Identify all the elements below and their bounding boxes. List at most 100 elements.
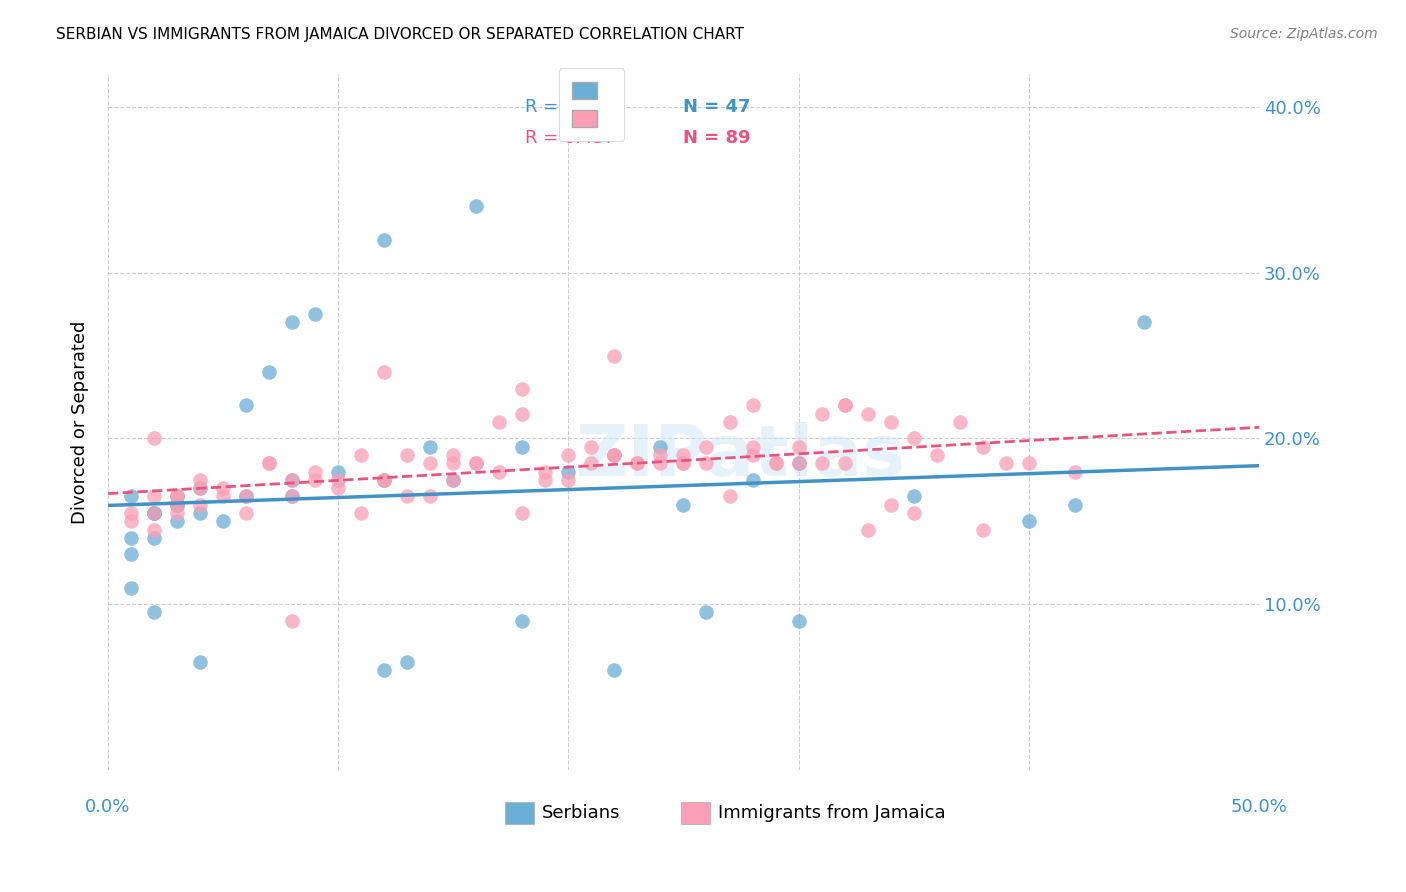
Point (441, 473, 464, 487)
Point (856, 407, 879, 421)
Point (465, 456, 488, 470)
Point (120, 490, 142, 504)
Point (212, 514, 235, 528)
Point (672, 456, 695, 470)
Point (1018, 456, 1040, 470)
Point (512, 440, 534, 454)
Point (235, 490, 257, 504)
Point (626, 456, 648, 470)
Point (810, 407, 832, 421)
Point (235, 506, 257, 520)
Point (143, 506, 166, 520)
Point (603, 448, 626, 462)
Legend: , : , (560, 69, 624, 141)
Point (879, 498, 901, 512)
Point (143, 506, 166, 520)
Point (188, 506, 211, 520)
Point (925, 448, 948, 462)
Point (441, 456, 464, 470)
Point (557, 448, 579, 462)
Text: Immigrants from Jamaica: Immigrants from Jamaica (718, 804, 946, 822)
Text: 50.0%: 50.0% (1230, 797, 1288, 816)
Point (257, 365, 280, 379)
Point (373, 365, 395, 379)
Point (350, 448, 373, 462)
Point (903, 432, 925, 446)
Point (650, 456, 672, 470)
Point (281, 490, 304, 504)
Point (396, 448, 419, 462)
Point (120, 514, 142, 528)
Text: R = 0.437: R = 0.437 (524, 129, 616, 147)
Point (810, 456, 832, 470)
Point (557, 465, 579, 479)
Point (765, 456, 787, 470)
Point (695, 606, 717, 620)
Point (557, 473, 579, 487)
Point (1063, 498, 1085, 512)
Point (441, 473, 464, 487)
Point (834, 398, 856, 412)
Text: 0.0%: 0.0% (86, 797, 131, 816)
Point (257, 456, 280, 470)
Point (350, 506, 373, 520)
Point (396, 490, 419, 504)
Text: N = 47: N = 47 (683, 97, 751, 116)
Text: SERBIAN VS IMMIGRANTS FROM JAMAICA DIVORCED OR SEPARATED CORRELATION CHART: SERBIAN VS IMMIGRANTS FROM JAMAICA DIVOR… (56, 27, 744, 42)
Point (396, 655, 419, 669)
Point (328, 465, 350, 479)
Point (143, 432, 166, 446)
Point (672, 448, 695, 462)
Point (512, 506, 534, 520)
Text: ZIPatlas: ZIPatlas (576, 422, 905, 491)
Point (328, 473, 350, 487)
Point (695, 456, 717, 470)
Point (787, 456, 810, 470)
Text: N = 89: N = 89 (683, 129, 751, 147)
Point (419, 490, 441, 504)
Point (120, 506, 142, 520)
Point (465, 456, 488, 470)
Point (741, 398, 763, 412)
Text: Serbians: Serbians (541, 804, 620, 822)
Point (281, 473, 304, 487)
Point (787, 456, 810, 470)
Point (120, 548, 142, 562)
Point (166, 490, 188, 504)
Point (626, 456, 648, 470)
Point (972, 440, 994, 454)
Point (166, 490, 188, 504)
Point (212, 490, 235, 504)
Point (1018, 514, 1040, 528)
Point (650, 448, 672, 462)
Point (787, 614, 810, 628)
Point (488, 415, 510, 429)
Point (143, 506, 166, 520)
Point (581, 456, 603, 470)
Point (235, 490, 257, 504)
Point (512, 382, 534, 396)
Point (373, 473, 395, 487)
Point (650, 440, 672, 454)
Point (534, 473, 557, 487)
Point (903, 490, 925, 504)
Point (603, 349, 626, 363)
Point (212, 481, 235, 495)
Point (672, 498, 695, 512)
Point (718, 490, 741, 504)
Point (188, 655, 211, 669)
Point (512, 407, 534, 421)
Point (281, 473, 304, 487)
Point (166, 498, 188, 512)
Point (903, 506, 925, 520)
Point (166, 498, 188, 512)
Point (328, 481, 350, 495)
Point (603, 664, 626, 678)
Point (741, 473, 763, 487)
Point (166, 514, 188, 528)
Point (603, 448, 626, 462)
Point (718, 415, 741, 429)
Point (834, 456, 856, 470)
Point (419, 440, 441, 454)
Point (834, 398, 856, 412)
